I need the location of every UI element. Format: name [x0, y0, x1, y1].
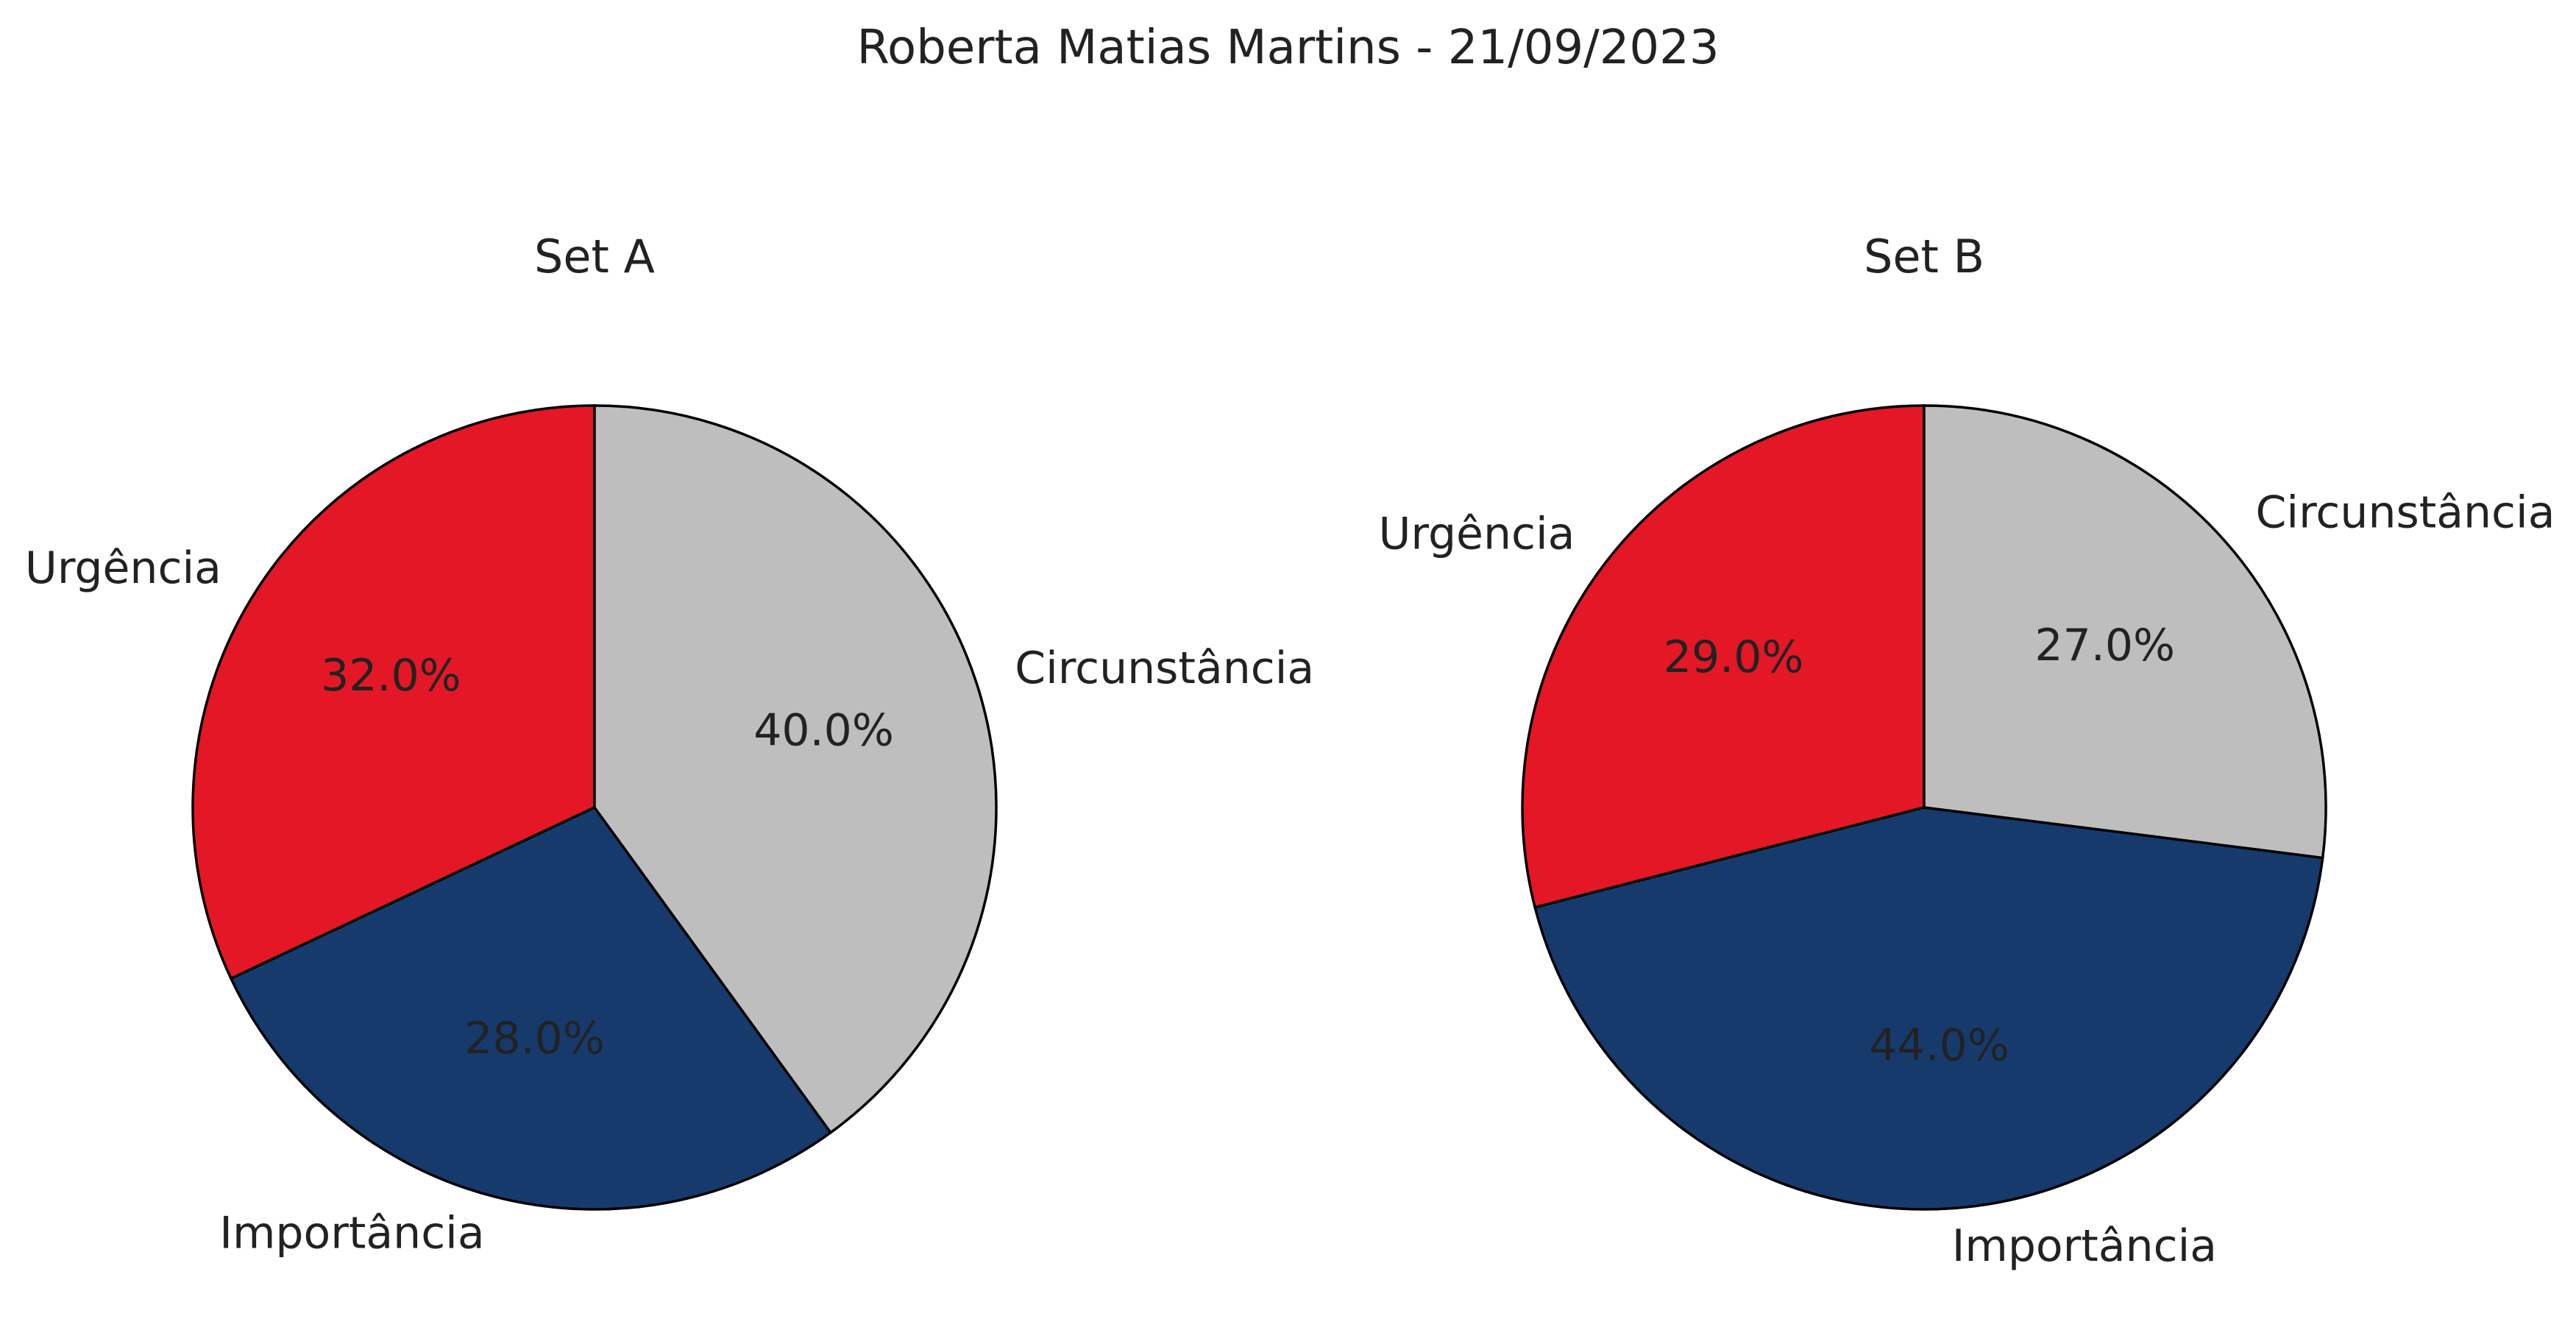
slice-value-urgencia: 29.0% [1664, 632, 1804, 683]
pie-slice-importancia [1533, 806, 2324, 1211]
slice-value-urgencia: 32.0% [321, 650, 461, 701]
pie-chart-1: Set A Urgência 32.0% Importância 28.0% Circun… [25, 230, 1314, 1259]
pie-slice-importancia [229, 805, 833, 1211]
slice-label-circunstancia: Circunstância [2256, 487, 2555, 538]
page-title: Roberta Matias Martins - 21/09/2023 [856, 21, 1720, 75]
slice-label-circunstancia: Circunstância [1015, 643, 1314, 694]
slice-value-circunstancia: 27.0% [2034, 620, 2175, 671]
pie-chart-2: Set B Urgência 29.0% Importância 44.0% Circun… [1378, 230, 2555, 1272]
slice-label-importancia: Importância [1952, 1220, 2217, 1272]
slice-label-importancia: Importância [219, 1207, 484, 1259]
pie-slice-circunstancia [1923, 404, 2327, 860]
pie-slice-urgencia [1521, 404, 1926, 909]
chart-title: Set A [534, 230, 655, 283]
slice-label-urgencia: Urgência [1378, 508, 1575, 559]
slice-value-circunstancia: 40.0% [753, 704, 894, 756]
slice-value-importancia: 28.0% [464, 1013, 605, 1064]
chart-title: Set B [1864, 230, 1984, 283]
slice-label-urgencia: Urgência [25, 542, 221, 594]
slice-value-importancia: 44.0% [1869, 1020, 2009, 1072]
pie-slice-circunstancia [593, 404, 998, 1135]
pie-slice-urgencia [191, 404, 596, 980]
